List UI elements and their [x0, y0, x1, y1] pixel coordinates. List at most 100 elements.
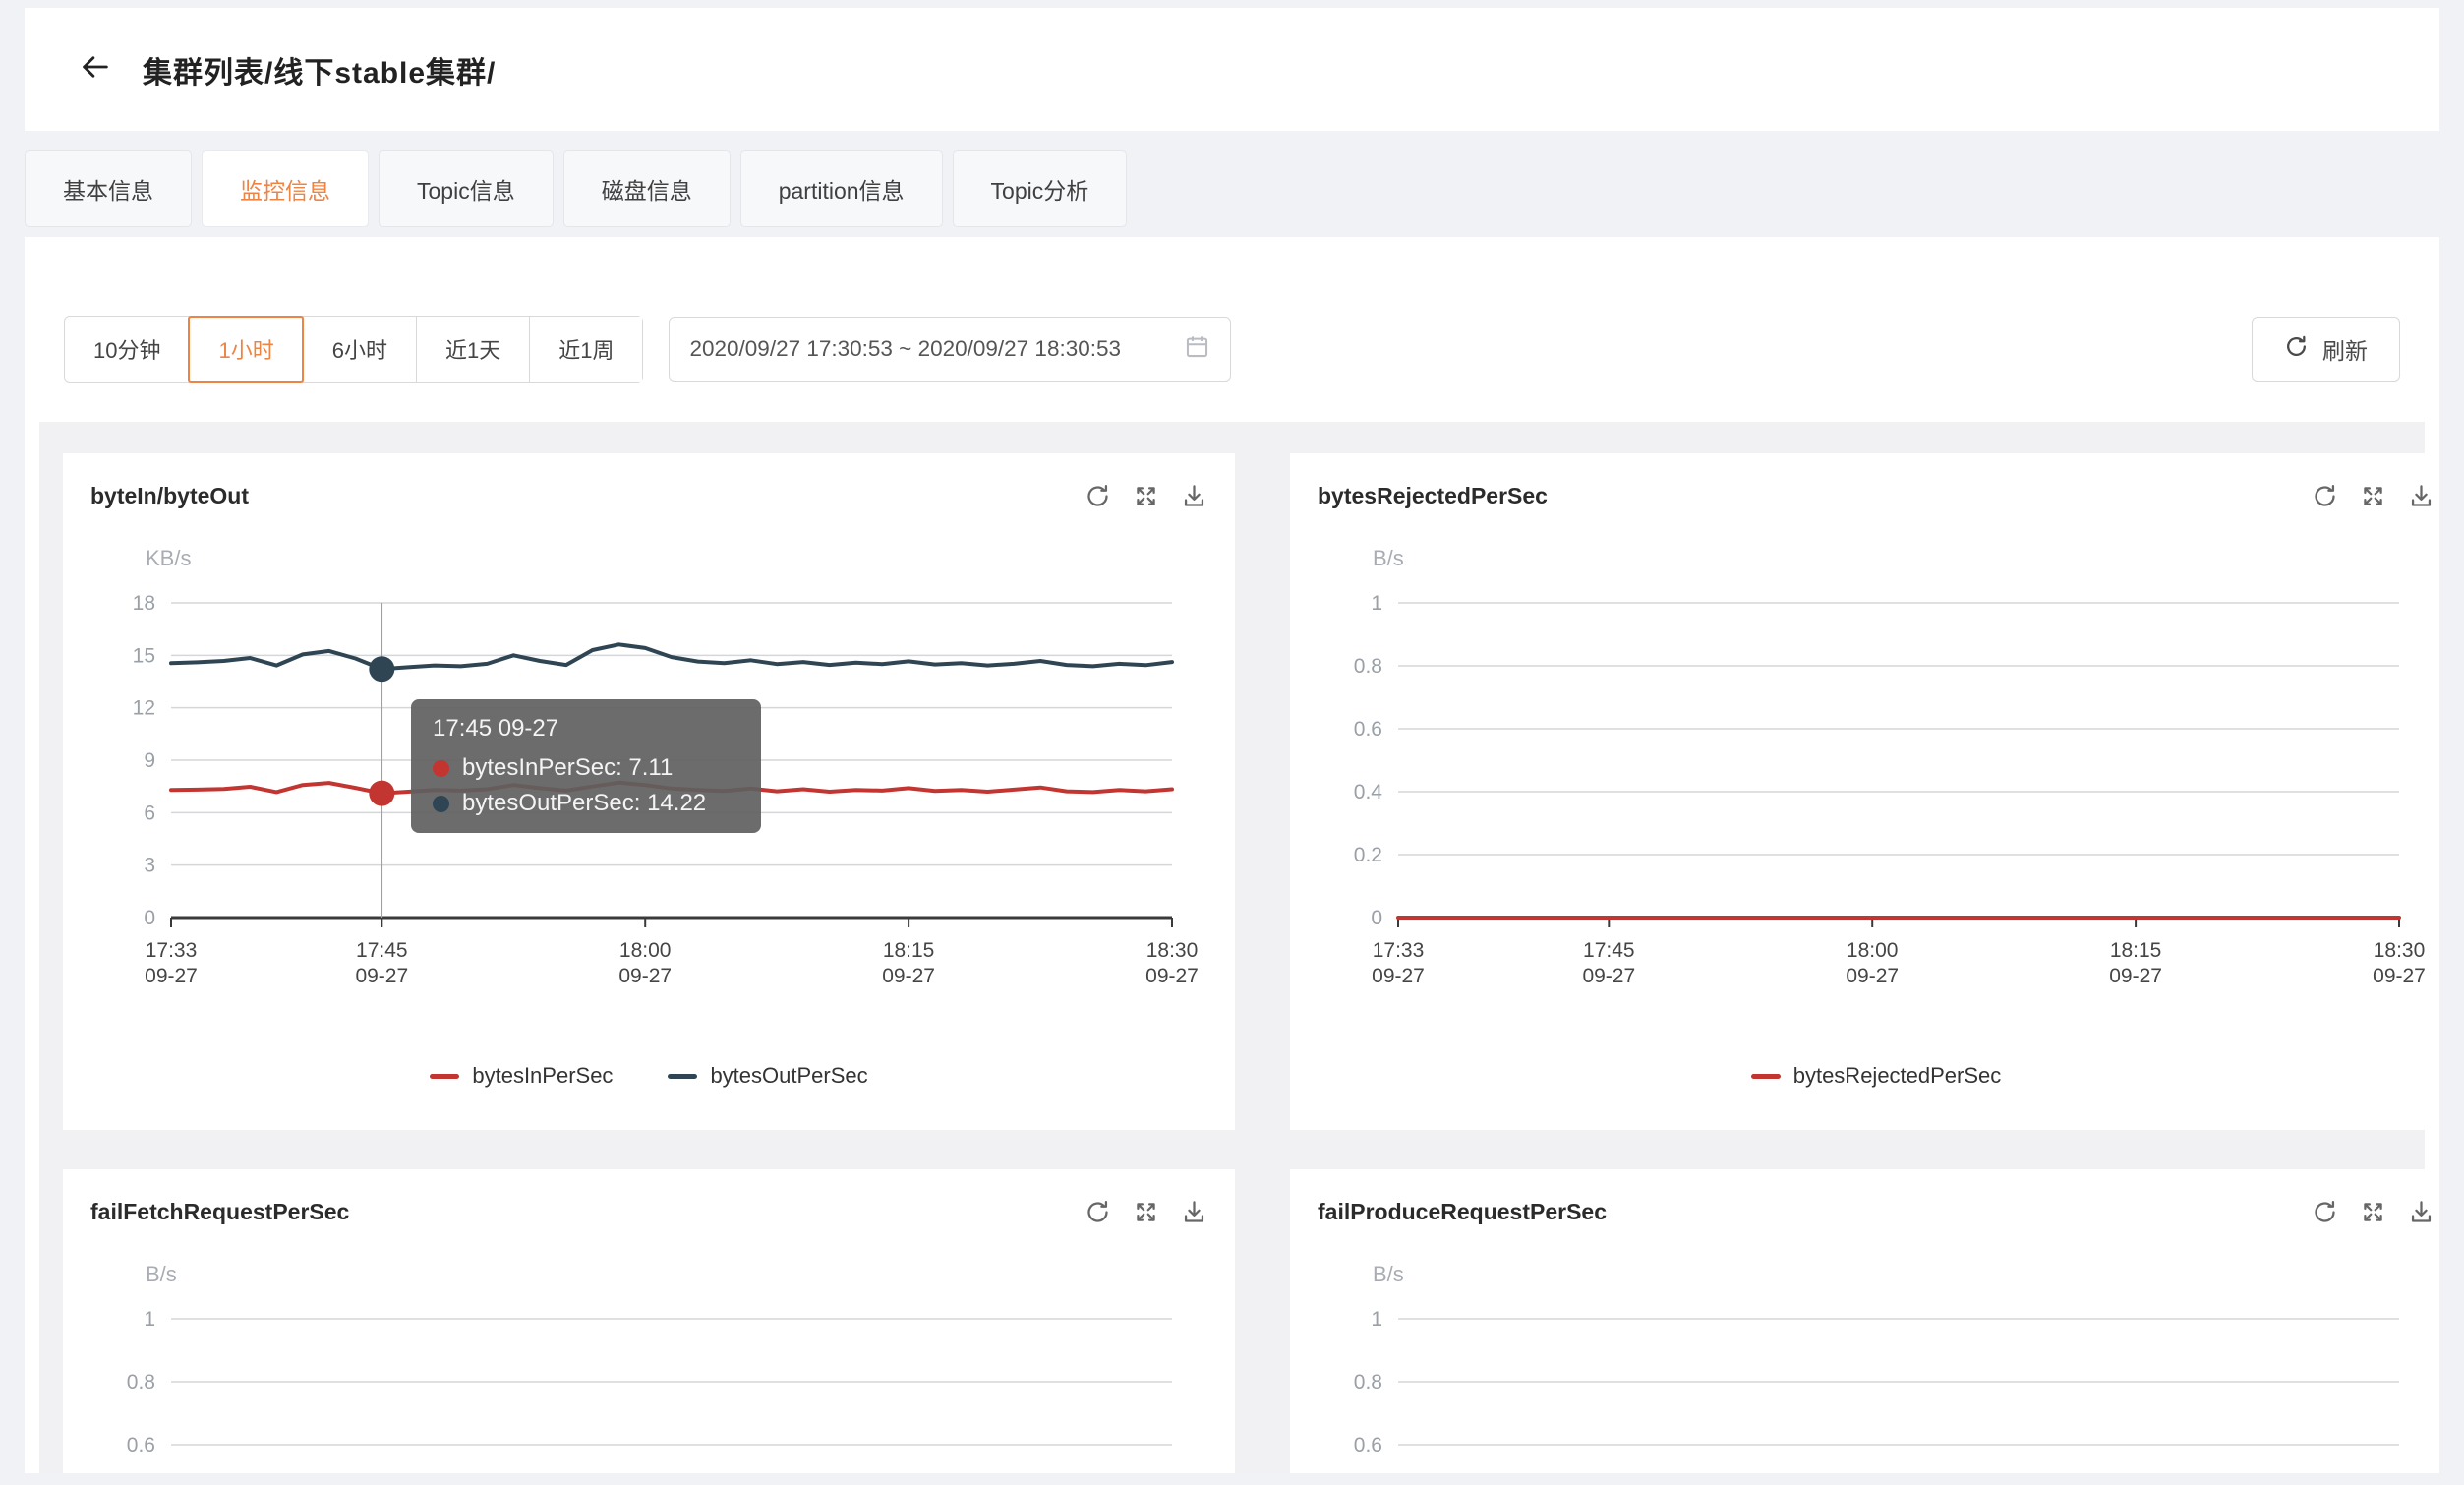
legend-item-bytesinpersec[interactable]: bytesInPerSec [430, 1063, 613, 1089]
svg-text:09-27: 09-27 [145, 965, 198, 984]
toolbar-left: 10分钟 1小时 6小时 近1天 近1周 2020/09/27 17:30:53… [64, 316, 1232, 383]
chart-tooltip: 17:45 09-27 bytesInPerSec: 7.11 bytesOut… [411, 699, 761, 833]
svg-text:17:33: 17:33 [1373, 939, 1425, 962]
tooltip-row: bytesOutPerSec: 14.22 [433, 790, 739, 817]
download-icon[interactable] [1181, 483, 1207, 509]
series-dot-bytesinpersec [433, 759, 449, 777]
reload-icon [2284, 334, 2309, 365]
svg-text:09-27: 09-27 [1582, 965, 1635, 984]
card-head: failProduceRequestPerSec [1318, 1195, 2435, 1228]
reload-icon[interactable] [1085, 1199, 1111, 1225]
time-range-1week[interactable]: 近1周 [529, 317, 643, 382]
svg-text:0: 0 [1371, 907, 1382, 929]
line-chart-failproduce[interactable]: 00.20.40.60.8117:3309-2717:4509-2718:000… [1318, 1307, 2435, 1473]
line-chart-bytesrejected[interactable]: 0 0.2 0.4 0.6 0.8 1 17:33 09-27 17:45 09-27 18:00 0… [1318, 591, 2435, 984]
svg-text:0.4: 0.4 [1354, 781, 1383, 803]
svg-text:1: 1 [144, 1308, 155, 1331]
fullscreen-icon[interactable] [2360, 483, 2386, 509]
reload-icon[interactable] [1085, 483, 1111, 509]
reload-icon[interactable] [2312, 483, 2338, 509]
main-panel: 10分钟 1小时 6小时 近1天 近1周 2020/09/27 17:30:53… [25, 237, 2439, 1473]
svg-text:18:30: 18:30 [2374, 939, 2426, 962]
tab-disk-info[interactable]: 磁盘信息 [562, 150, 731, 227]
svg-text:12: 12 [133, 697, 155, 720]
breadcrumb: 集群列表/线下stable集群/ [143, 56, 497, 89]
date-range-picker[interactable]: 2020/09/27 17:30:53 ~ 2020/09/27 18:30:5… [669, 317, 1232, 382]
chart-card-bytesrejected: bytesRejectedPerSec B/s 0 0.2 0.4 0.6 0.8 1 17… [1290, 453, 2439, 1130]
svg-text:1: 1 [1371, 1308, 1382, 1331]
svg-text:3: 3 [144, 855, 155, 877]
svg-text:09-27: 09-27 [355, 965, 408, 984]
y-axis-unit: B/s [1373, 1262, 1404, 1286]
svg-text:18: 18 [133, 592, 155, 615]
svg-text:18:00: 18:00 [619, 939, 672, 962]
chart-card-failproduce: failProduceRequestPerSec B/s 00.20.40.60… [1290, 1169, 2439, 1473]
y-axis-unit: B/s [1373, 546, 1404, 570]
y-axis-unit: KB/s [146, 546, 192, 570]
time-range-group: 10分钟 1小时 6小时 近1天 近1周 [64, 316, 644, 383]
line-chart-failfetch[interactable]: 00.20.40.60.8117:3309-2717:4509-2718:000… [90, 1307, 1207, 1473]
chart-actions [1085, 483, 1207, 509]
refresh-label: 刷新 [2322, 338, 2368, 364]
card-head: byteIn/byteOut [90, 479, 1207, 512]
legend-label: bytesOutPerSec [710, 1063, 868, 1088]
tab-topic-info[interactable]: Topic信息 [379, 150, 554, 227]
download-icon[interactable] [2408, 483, 2435, 509]
date-range-value: 2020/09/27 17:30:53 ~ 2020/09/27 18:30:5… [689, 336, 1122, 361]
svg-text:17:33: 17:33 [146, 939, 198, 962]
tooltip-row: bytesInPerSec: 7.11 [433, 754, 739, 782]
svg-text:0.8: 0.8 [1354, 655, 1382, 678]
calendar-icon [1176, 333, 1210, 365]
legend-item-bytesoutpersec[interactable]: bytesOutPerSec [668, 1063, 868, 1089]
tab-partition-info[interactable]: partition信息 [739, 150, 943, 227]
arrow-left-icon [79, 50, 112, 89]
chart-title: failProduceRequestPerSec [1318, 1198, 1608, 1224]
time-range-6hour[interactable]: 6小时 [302, 317, 416, 382]
download-icon[interactable] [2408, 1199, 2435, 1225]
back-button[interactable] [78, 52, 113, 88]
chart-card-failfetch: failFetchRequestPerSec B/s 00.20.40.60.8… [63, 1169, 1235, 1473]
tooltip-text: bytesOutPerSec: 14.22 [462, 790, 707, 816]
chart-actions [2312, 1199, 2435, 1225]
y-axis-unit: B/s [146, 1262, 177, 1286]
legend-item-bytesrejectedpersec[interactable]: bytesRejectedPerSec [1750, 1063, 2002, 1089]
card-head: bytesRejectedPerSec [1318, 479, 2435, 512]
svg-text:18:15: 18:15 [883, 939, 935, 962]
time-range-1hour[interactable]: 1小时 [188, 316, 304, 383]
tab-monitor-info[interactable]: 监控信息 [202, 150, 369, 227]
chart-title: bytesRejectedPerSec [1318, 482, 1548, 508]
tab-bar: 基本信息 监控信息 Topic信息 磁盘信息 partition信息 Topic… [13, 150, 2439, 227]
svg-text:18:30: 18:30 [1146, 939, 1199, 962]
chart-title: failFetchRequestPerSec [90, 1198, 350, 1224]
svg-text:18:00: 18:00 [1847, 939, 1899, 962]
fullscreen-icon[interactable] [2360, 1199, 2386, 1225]
svg-text:18:15: 18:15 [2110, 939, 2162, 962]
svg-text:6: 6 [144, 802, 155, 824]
svg-text:0.6: 0.6 [1354, 718, 1382, 741]
tab-basic-info[interactable]: 基本信息 [25, 150, 192, 227]
svg-text:17:45: 17:45 [1583, 939, 1635, 962]
svg-text:09-27: 09-27 [882, 965, 935, 984]
series-dot-bytesoutpersec [433, 795, 449, 812]
svg-text:0: 0 [144, 907, 155, 929]
tooltip-text: bytesInPerSec: 7.11 [462, 754, 674, 781]
svg-text:0.8: 0.8 [127, 1371, 155, 1394]
svg-text:09-27: 09-27 [1145, 965, 1199, 984]
time-range-1day[interactable]: 近1天 [415, 317, 530, 382]
fullscreen-icon[interactable] [1133, 1199, 1159, 1225]
download-icon[interactable] [1181, 1199, 1207, 1225]
refresh-button[interactable]: 刷新 [2252, 317, 2400, 382]
svg-text:0.2: 0.2 [1354, 844, 1382, 866]
chart-title: byteIn/byteOut [90, 482, 250, 508]
tab-topic-analysis[interactable]: Topic分析 [952, 150, 1128, 227]
legend-swatch [1750, 1073, 1781, 1079]
svg-text:15: 15 [133, 644, 155, 667]
svg-text:09-27: 09-27 [618, 965, 672, 984]
time-range-10min[interactable]: 10分钟 [65, 317, 190, 382]
reload-icon[interactable] [2312, 1199, 2338, 1225]
svg-text:9: 9 [144, 749, 155, 772]
svg-text:0.6: 0.6 [127, 1434, 155, 1456]
toolbar: 10分钟 1小时 6小时 近1天 近1周 2020/09/27 17:30:53… [25, 237, 2439, 383]
fullscreen-icon[interactable] [1133, 483, 1159, 509]
legend-label: bytesRejectedPerSec [1792, 1063, 2002, 1088]
